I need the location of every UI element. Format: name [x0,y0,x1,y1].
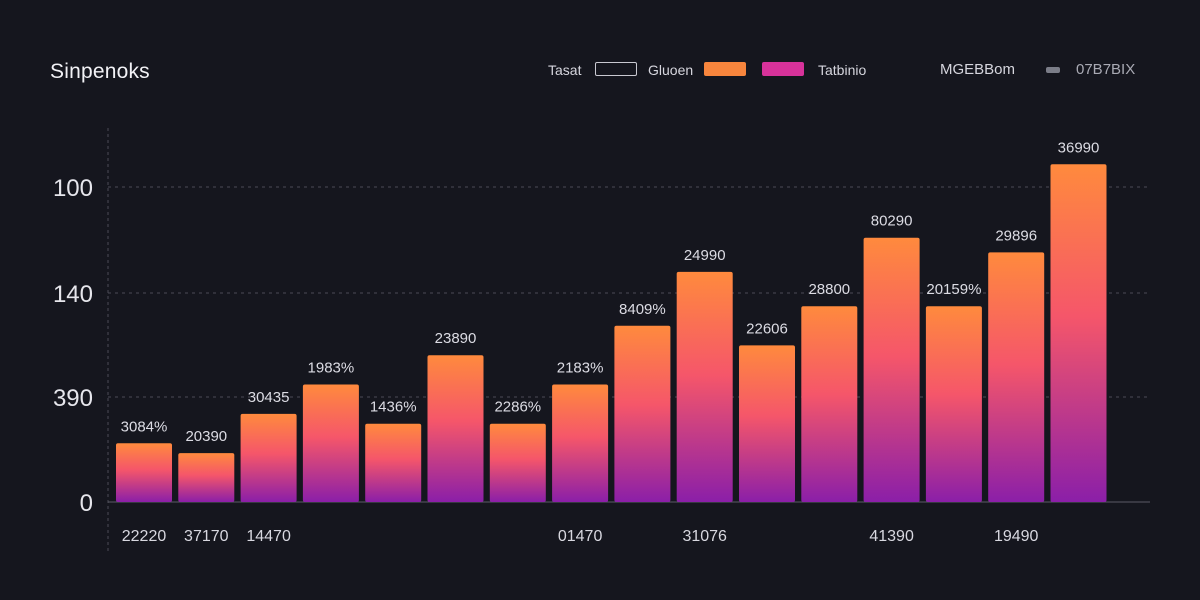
bar [552,384,609,502]
bar-value-label: 80290 [871,213,913,230]
y-tick-label: 100 [53,175,93,202]
legend-label-tatbinio: Tatbinio [818,62,867,78]
bar-value-label: 8409% [619,301,666,318]
x-tick-label: 22220 [122,528,167,545]
x-tick-label: 14470 [246,528,291,545]
bar-value-label: 22606 [746,320,788,337]
bar [676,271,733,502]
bar-value-label: 1983% [308,360,355,377]
bar [863,237,920,502]
bar [116,443,172,502]
legend-swatch-magenta [762,62,804,76]
legend-swatch-tasat [595,62,637,76]
bar-value-label: 3084% [121,418,168,435]
legend-label-07b7bix: 07B7BIX [1076,61,1136,78]
x-tick-label: 41390 [869,528,914,545]
legend-swatch-gray [1046,67,1060,73]
bar-value-label: 36990 [1058,139,1100,156]
bar-value-label: 2286% [494,399,541,416]
bar [739,345,795,502]
bar-value-label: 2183% [557,360,604,377]
legend-label-tasat: Tasat [548,62,582,78]
legend-label-mgebbom: MGEBBom [940,61,1016,78]
bar-value-label: 30435 [248,389,290,406]
bar [489,423,546,502]
bar [988,252,1045,502]
bar-value-label: 29896 [995,227,1037,244]
bar [1050,164,1107,503]
bar [302,384,359,502]
x-tick-label: 19490 [994,528,1039,545]
bar [801,306,858,502]
bar-value-label: 20390 [185,428,227,445]
bar-value-label: 23890 [435,330,477,347]
legend-label-gluoen: Gluoen [648,62,694,78]
x-tick-label: 01470 [558,528,603,545]
bar [427,355,484,502]
bar-value-label: 24990 [684,247,726,264]
x-tick-label: 37170 [184,528,229,545]
x-tick-label: 31076 [682,528,727,545]
legend-swatch-orange [704,62,746,76]
chart-title: Sinpenoks [50,60,150,83]
bar-value-label: 28800 [808,281,850,298]
bar [614,325,671,502]
bar-value-label: 20159% [926,281,981,298]
y-tick-label: 140 [53,281,93,308]
bar-value-label: 1436% [370,399,417,416]
y-tick-label: 0 [80,490,93,517]
bar [240,413,297,502]
bar [365,423,422,502]
bar [178,453,235,502]
bar [925,306,982,502]
y-tick-label: 390 [53,385,93,412]
